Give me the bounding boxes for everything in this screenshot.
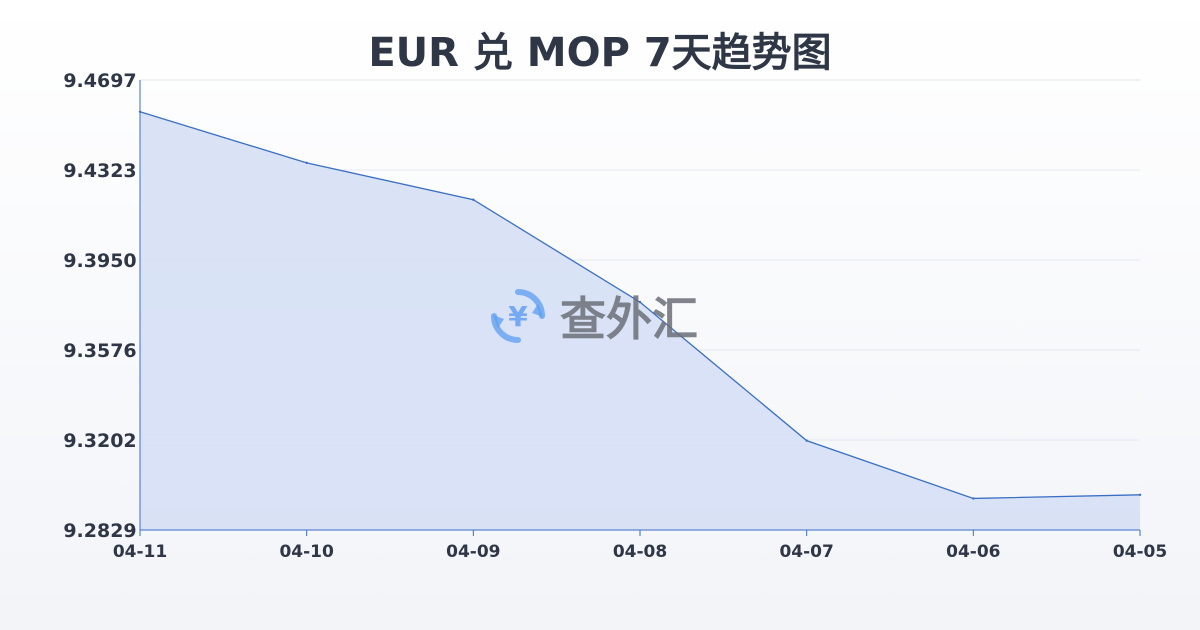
- y-tick-label: 9.2829: [63, 520, 136, 542]
- data-point: [638, 300, 642, 304]
- x-tick-label: 04-10: [279, 542, 334, 562]
- x-tick-label: 04-08: [613, 542, 667, 562]
- y-tick-labels: 9.4697 9.4323 9.3950 9.3576 9.3202 9.2829: [63, 70, 136, 542]
- data-point: [472, 198, 475, 201]
- axis-layer: [139, 80, 1141, 536]
- area-fill: [140, 111, 1140, 531]
- x-tick-label: 04-05: [1113, 542, 1167, 562]
- x-tick-label: 04-11: [113, 542, 167, 562]
- data-point: [305, 161, 308, 165]
- x-tick-label: 04-09: [446, 542, 500, 562]
- y-tick-label: 9.3576: [63, 340, 136, 362]
- x-tick-label: 04-07: [779, 542, 833, 562]
- area-layer: [138, 110, 1142, 531]
- y-tick-label: 9.4323: [63, 160, 136, 182]
- y-tick-label: 9.3950: [63, 250, 136, 272]
- x-tick-labels: 04-11 04-10 04-09 04-08 04-07 04-06 04-05: [113, 542, 1167, 562]
- data-point: [805, 439, 808, 442]
- y-tick-label: 9.4697: [63, 70, 136, 92]
- data-point: [972, 497, 975, 500]
- x-tick-label: 04-06: [946, 542, 1000, 562]
- data-point: [1138, 493, 1142, 497]
- y-tick-label: 9.3202: [63, 430, 136, 452]
- chart-title: EUR 兑 MOP 7天趋势图: [368, 30, 832, 76]
